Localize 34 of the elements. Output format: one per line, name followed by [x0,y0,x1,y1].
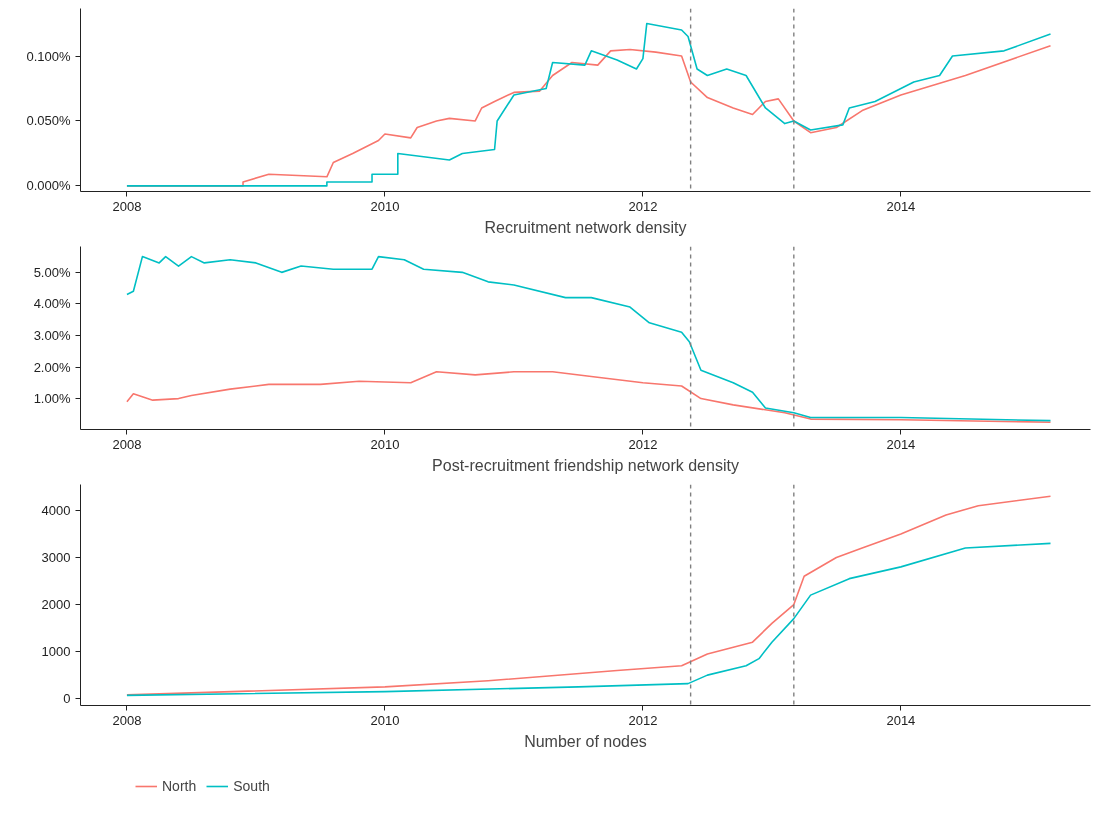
y-tick-label: 4000 [41,502,71,518]
x-tick-label: 2010 [370,712,400,728]
y-tick-label: 2.00% [33,359,71,375]
x-axis-title: Number of nodes [524,732,647,750]
x-tick-label: 2008 [112,712,142,728]
x-tick-label: 2014 [886,436,916,452]
line-series [126,255,1052,422]
y-tick-label: 0.050% [26,113,71,129]
x-tick-label: 2012 [628,198,658,214]
x-axis-title: Recruitment network density [484,218,687,236]
x-tick-label: 2008 [112,198,142,214]
line-series [126,370,1052,424]
y-tick-label: 0 [63,691,71,707]
x-tick-label: 2010 [370,198,400,214]
x-tick-label: 2012 [628,436,658,452]
x-tick-label: 2008 [112,436,142,452]
x-tick-label: 2014 [886,198,916,214]
y-tick-label: 3000 [41,549,71,565]
x-tick-label: 2012 [628,712,658,728]
x-tick-label: 2010 [370,436,400,452]
y-tick-label: 0.000% [26,178,71,194]
y-tick-label: 1.00% [33,391,71,407]
x-tick-label: 2014 [886,712,916,728]
legend-label: South [233,778,270,794]
x-axis-title: Post-recruitment friendship network density [432,456,739,474]
line-series [126,542,1052,697]
y-tick-label: 0.100% [26,48,71,64]
y-tick-label: 3.00% [33,327,71,343]
y-tick-label: 2000 [41,597,71,613]
y-tick-label: 5.00% [33,264,71,280]
line-series [126,495,1052,696]
legend-label: North [162,778,197,794]
y-tick-label: 1000 [41,644,71,660]
y-tick-label: 4.00% [33,296,71,312]
